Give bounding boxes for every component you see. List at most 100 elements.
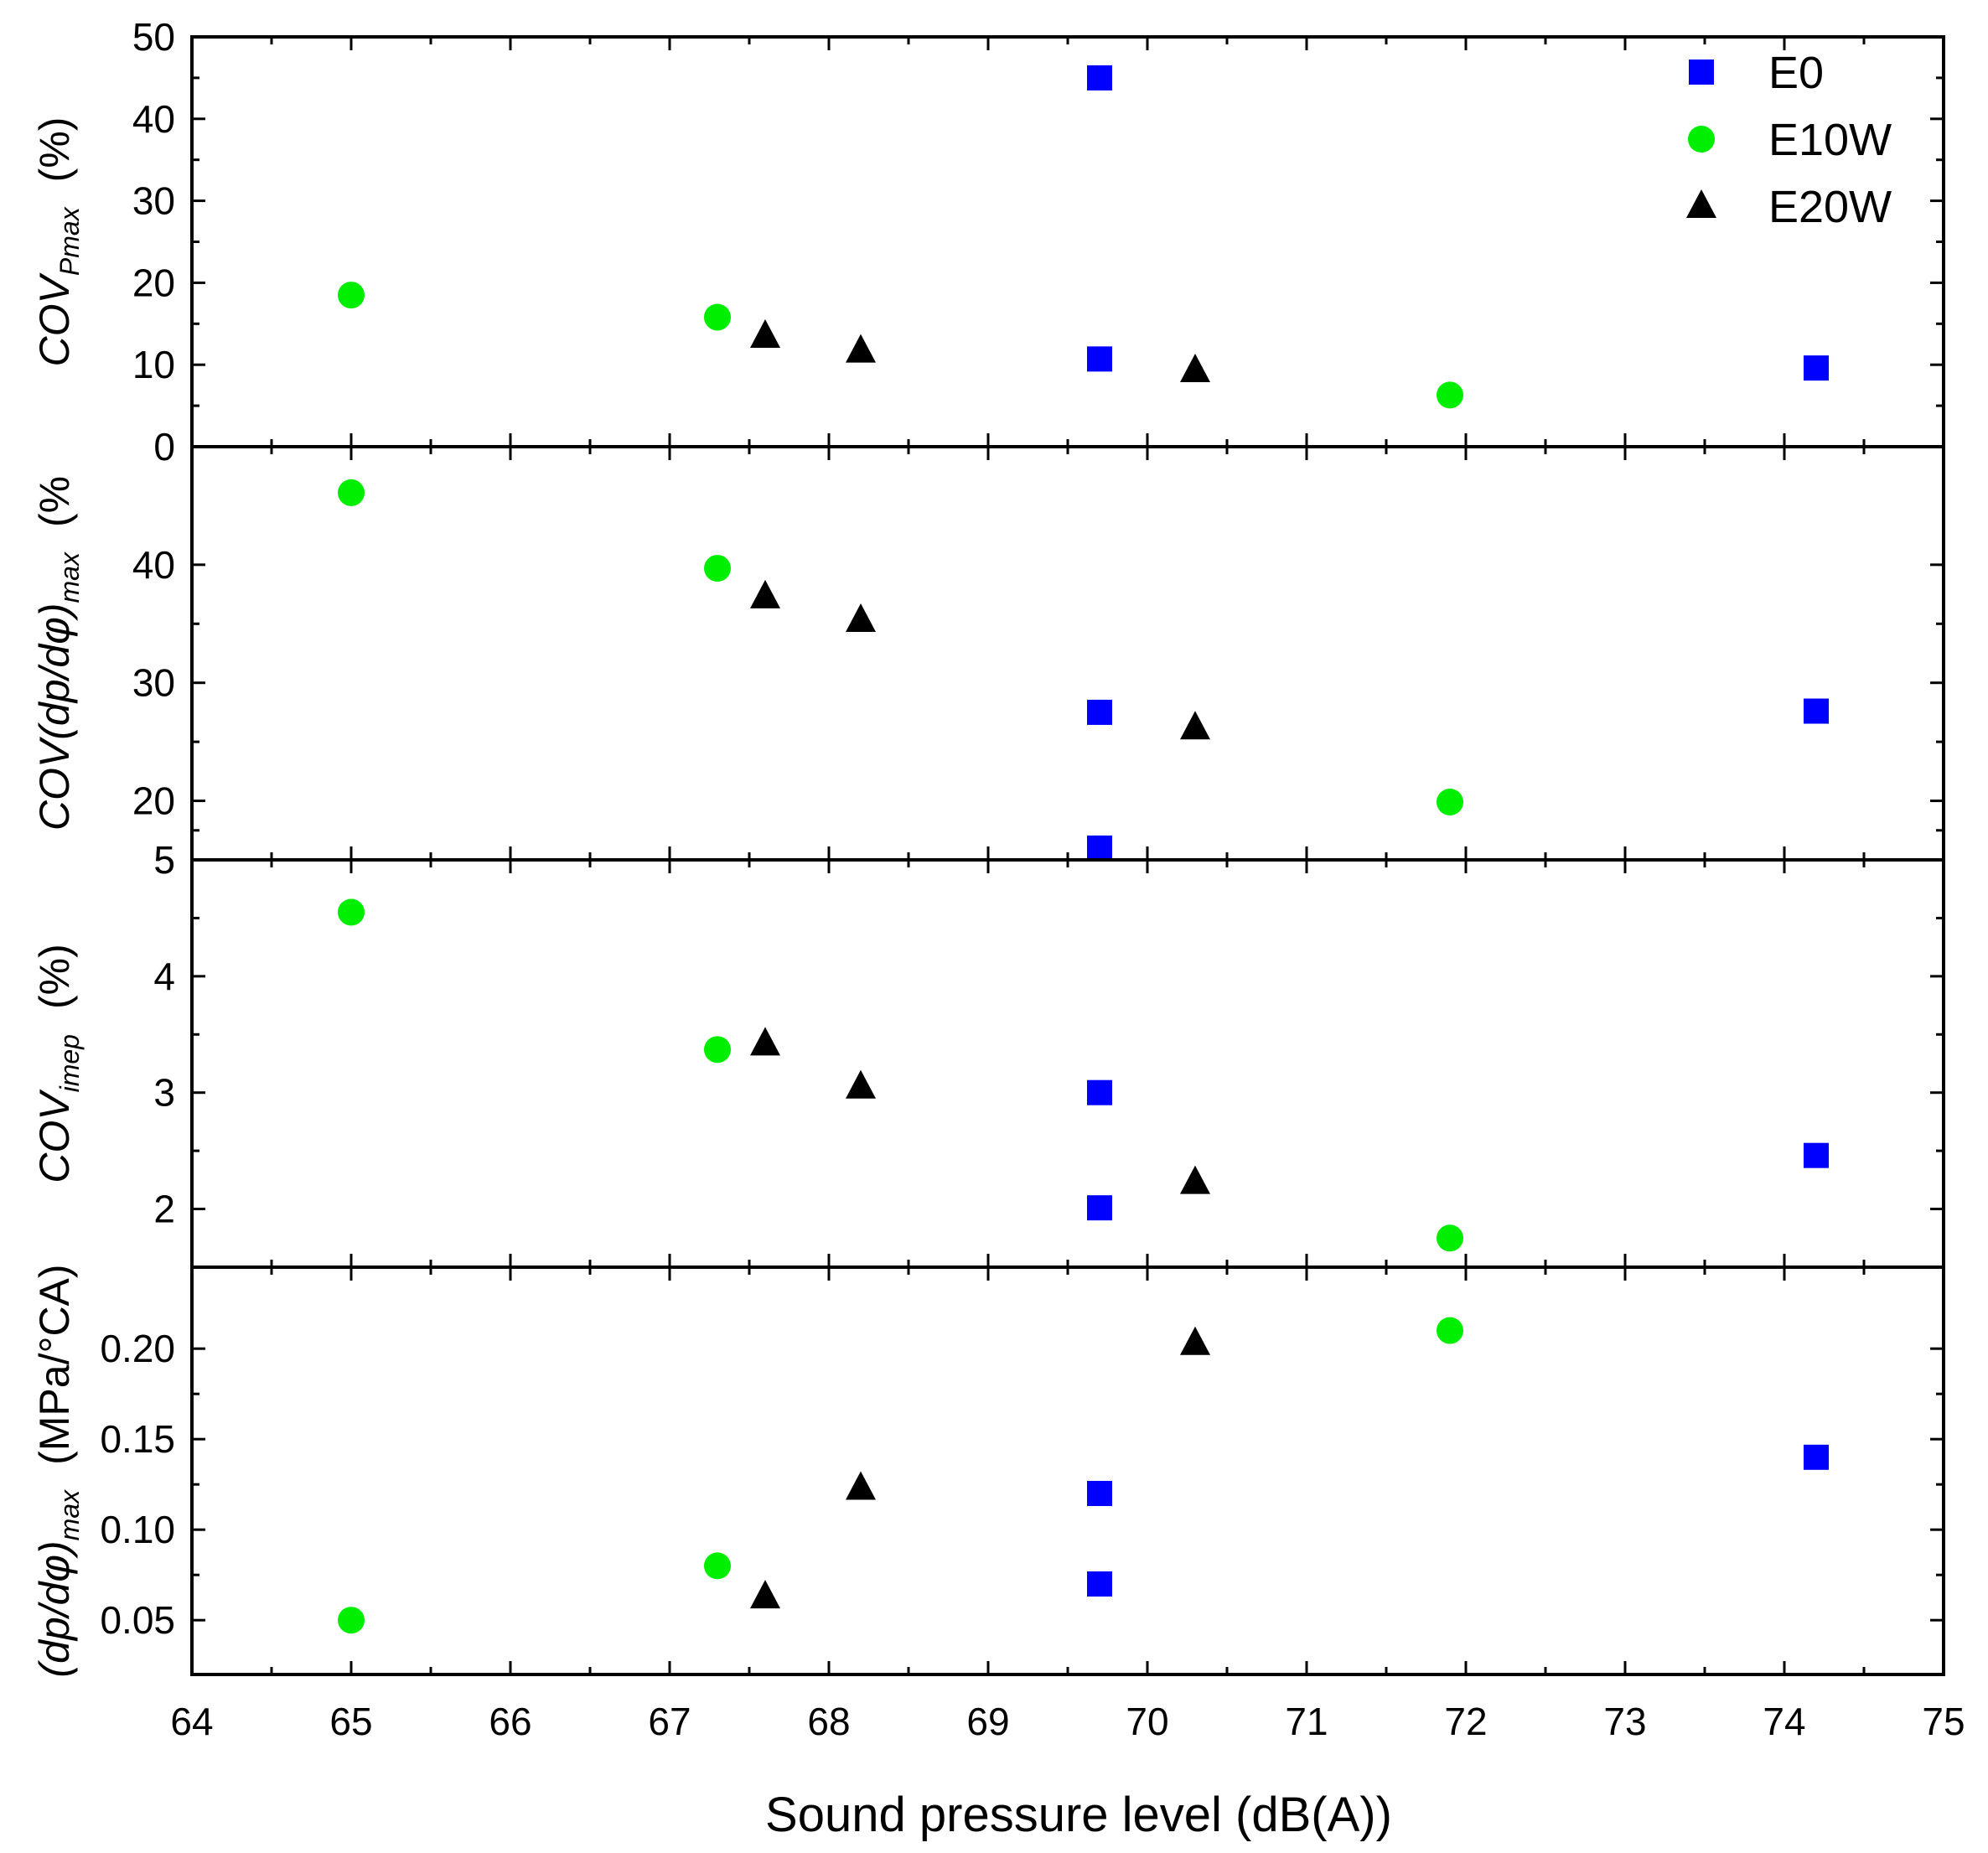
panel-cov-dpdphi: 5 20 30 40 COV(dp/dφ)max (% [31, 445, 1945, 882]
data-point-e0 [1804, 1444, 1829, 1470]
data-point-e10w [704, 555, 731, 582]
data-point-e10w [338, 1607, 365, 1634]
y-tick-label: 0.10 [100, 1508, 175, 1551]
y-tick-label: 4 [153, 955, 175, 998]
data-point-e10w [338, 898, 365, 926]
legend-label-e0: E0 [1768, 48, 1824, 98]
y-axis-label-unit: (%) [31, 117, 78, 183]
y-axis-label-unit: (MPa/°CA) [31, 1264, 78, 1464]
y-axis-label-unit: (%) [31, 944, 78, 1009]
data-point-e0 [1087, 346, 1112, 372]
x-tick-label: 75 [1922, 1700, 1965, 1743]
y-tick-label: 3 [153, 1071, 175, 1115]
y-axis-label-main: (dp/dφ) [31, 1540, 78, 1677]
data-point-e0 [1087, 1571, 1112, 1597]
data-point-e20w [750, 1027, 780, 1056]
x-tick-label: 68 [807, 1700, 850, 1743]
data-point-e10w [1437, 788, 1463, 815]
data-point-e0 [1087, 835, 1112, 861]
data-point-e0 [1087, 699, 1112, 725]
y-axis-label-main: COV(dp/dφ) [31, 603, 78, 831]
data-point-e20w [846, 1069, 876, 1099]
data-point-e20w [750, 1580, 780, 1609]
y-tick-label: 30 [132, 179, 175, 223]
panel-cov-pmax: 0 10 20 30 40 50 COVPmax (%) [31, 15, 1945, 468]
y-tick-label: 0.05 [100, 1598, 175, 1642]
data-point-e10w [1437, 1317, 1463, 1344]
y-axis-label-main: COV [31, 272, 78, 366]
data-point-e20w [1180, 1165, 1210, 1194]
legend-marker-e20w [1686, 189, 1716, 218]
panel-frame [190, 1266, 1945, 1676]
data-point-e10w [338, 479, 365, 506]
x-tick-label: 66 [489, 1700, 531, 1743]
x-tick-label: 74 [1763, 1700, 1805, 1743]
y-tick-label: 2 [153, 1188, 175, 1231]
y-tick-label: 10 [132, 343, 175, 386]
y-tick-label: 40 [132, 543, 175, 587]
data-point-e20w [750, 579, 780, 608]
data-point-e20w [1180, 711, 1210, 740]
legend: E0 E10W E20W [1686, 48, 1892, 232]
x-tick-label: 64 [170, 1700, 213, 1743]
y-axis-label: COVPmax (%) [31, 117, 85, 367]
x-tick-label: 67 [648, 1700, 691, 1743]
x-tick-label: 69 [966, 1700, 1009, 1743]
panel-frame [190, 858, 1945, 1269]
x-tick-label: 70 [1126, 1700, 1168, 1743]
y-axis-label: COVimep (%) [31, 944, 85, 1183]
data-point-e0 [1804, 1142, 1829, 1168]
y-axis-label-main: COV [31, 1089, 78, 1183]
y-tick-label: 0.20 [100, 1327, 175, 1370]
panel-dpdphi-max: 0.05 0.10 0.15 0.20 (dp/dφ)max (MPa/°CA) [31, 1264, 1945, 1678]
y-tick-label: 30 [132, 661, 175, 705]
data-point-e10w [1437, 381, 1463, 409]
data-point-e0 [1804, 698, 1829, 724]
y-axis-label-unit: (% [31, 476, 78, 527]
y-axis-label: COV(dp/dφ)max (% [31, 476, 85, 831]
data-point-e10w [704, 1036, 731, 1064]
y-tick-label: 0.15 [100, 1417, 175, 1461]
y-axis-label-sub: imep [54, 1034, 85, 1092]
data-point-e20w [1180, 1326, 1210, 1355]
y-tick-label: 40 [132, 97, 175, 141]
x-axis: 64 65 66 67 68 69 70 71 72 73 74 75 [170, 1700, 1965, 1743]
data-point-e0 [1087, 1079, 1112, 1105]
data-point-e10w [704, 303, 731, 331]
y-axis-label-sub: Pmax [54, 206, 85, 276]
y-tick-label: 0 [153, 425, 175, 468]
y-axis-label-sub: max [54, 1489, 85, 1540]
data-point-e20w [846, 1471, 876, 1500]
y-tick-label: 20 [132, 779, 175, 823]
data-point-e0 [1087, 1195, 1112, 1221]
legend-label-e20w: E20W [1768, 182, 1892, 232]
data-point-e20w [846, 603, 876, 633]
data-point-e10w [704, 1552, 731, 1580]
x-tick-label: 72 [1444, 1700, 1487, 1743]
y-tick-label: 20 [132, 261, 175, 304]
x-tick-label: 65 [329, 1700, 372, 1743]
panel-frame [190, 445, 1945, 862]
legend-label-e10w: E10W [1768, 115, 1892, 165]
data-point-e0 [1087, 1481, 1112, 1506]
data-point-e20w [846, 334, 876, 363]
data-point-e20w [750, 318, 780, 348]
panel-cov-imep: 2 3 4 5 COVimep (%) [31, 838, 1945, 1269]
y-axis-label-sub: max [54, 551, 85, 603]
panels-group: 01020304050COVPmax(%)5203040COV(dp/dφ)ma… [31, 15, 1945, 1678]
data-point-e20w [1180, 354, 1210, 383]
legend-marker-e10w [1688, 126, 1715, 153]
y-axis-label: (dp/dφ)max (MPa/°CA) [31, 1264, 85, 1677]
y-tick-label: 50 [132, 15, 175, 59]
panel-frame [190, 35, 1945, 448]
y-tick-label: 5 [153, 838, 175, 882]
x-axis-title: Sound pressure level (dB(A)) [765, 1788, 1392, 1842]
y-tick-label: 5 [153, 838, 175, 882]
data-point-e10w [338, 282, 365, 309]
data-point-e0 [1804, 355, 1829, 381]
legend-marker-e0 [1689, 60, 1714, 85]
data-point-e0 [1087, 65, 1112, 91]
x-tick-label: 71 [1285, 1700, 1328, 1743]
data-point-e10w [1437, 1224, 1463, 1252]
